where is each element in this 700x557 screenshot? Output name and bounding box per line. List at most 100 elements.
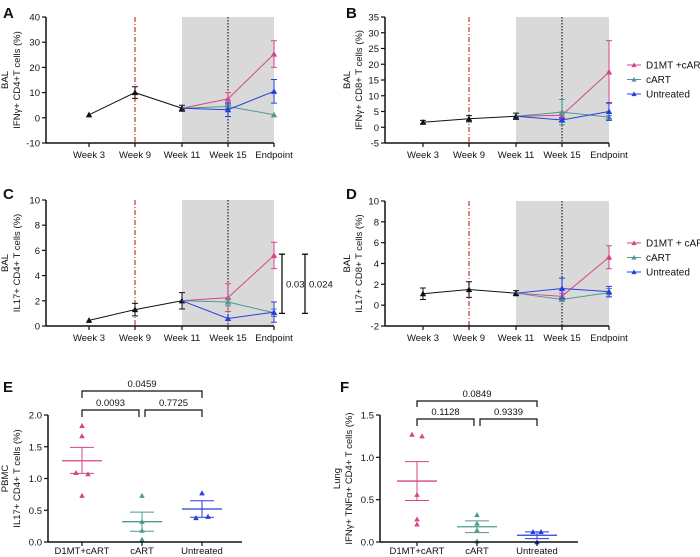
y-axis-label-tissue: BAL <box>0 71 11 89</box>
y-tick-label: 0.0 <box>29 538 42 549</box>
x-tick-label: Endpoint <box>255 150 293 161</box>
legend-label: Untreated <box>646 90 690 101</box>
legend-label: D1MT +cART <box>646 61 700 72</box>
y-axis-label-tissue: BAL <box>0 254 11 272</box>
x-tick-label: Week 9 <box>119 333 151 344</box>
data-point-Untreated <box>224 106 232 113</box>
panel-label: F <box>340 379 349 396</box>
y-tick-label: 0.0 <box>361 538 374 549</box>
x-tick-label: Week 3 <box>407 150 439 161</box>
panel-label: E <box>3 379 13 396</box>
data-point-Untreated <box>205 513 211 519</box>
data-point-cART <box>474 512 480 518</box>
comparison-bracket <box>479 418 538 426</box>
y-axis-label: IL17+ CD4+ T cells (%) <box>12 214 23 312</box>
y-tick-label: 10 <box>368 91 379 102</box>
y-tick-label: 1.0 <box>361 453 374 464</box>
y-tick-label: 1.0 <box>29 474 42 485</box>
significance-bracket <box>302 253 308 315</box>
y-tick-label: 2 <box>35 296 40 307</box>
data-point-D1MT_cART <box>79 492 85 498</box>
data-point-Untreated <box>558 116 566 123</box>
x-tick-label: D1MT+cART <box>390 546 445 557</box>
y-axis-label-tissue: Lung <box>332 468 343 489</box>
panel-f: F Lung IFNγ+ TNFα+ CD4+ T cells (%) D1MT+cA… <box>332 379 578 557</box>
y-tick-label: 40 <box>29 13 40 24</box>
y-tick-label: 1.5 <box>29 442 42 453</box>
data-point-Untreated <box>270 88 278 94</box>
data-point-cART <box>224 298 232 305</box>
data-point-cART <box>139 536 145 542</box>
y-tick-label: 25 <box>368 44 379 55</box>
y-tick-label: 30 <box>29 38 40 49</box>
x-tick-label: Week 9 <box>453 150 485 161</box>
p-value-label: 0.03 <box>286 279 305 290</box>
comparison-bracket <box>81 390 203 398</box>
y-tick-label: 6 <box>35 246 40 257</box>
x-tick-label: Untreated <box>181 546 223 557</box>
y-tick-label: 10 <box>29 88 40 99</box>
data-point-baseline <box>419 119 427 125</box>
legend-marker-D1MT_cART <box>631 240 637 246</box>
data-point-D1MT_cART <box>409 431 415 437</box>
panel-a: A BAL IFNγ+ CD4+T cells (%) Week 3 Week 9 Wee… <box>0 5 293 161</box>
comparison-bracket <box>81 409 140 417</box>
y-axis-label: IFNγ+ CD4+T cells (%) <box>12 31 23 128</box>
comparison-bracket <box>416 418 475 426</box>
p-value-label: 0.0849 <box>462 389 491 400</box>
legend-marker-cART <box>631 254 637 260</box>
x-tick-label: Week 11 <box>164 150 201 161</box>
data-point-baseline <box>131 306 139 313</box>
x-tick-label: Endpoint <box>590 150 628 161</box>
panel-label: C <box>3 186 14 203</box>
panel-label: D <box>346 186 357 203</box>
x-tick-label: Week 15 <box>209 150 246 161</box>
sem-bar <box>465 520 489 534</box>
sem-bar <box>70 446 94 474</box>
legend-marker-Untreated <box>631 91 637 97</box>
panel-d: D BAL IL17+ CD8+ T cells (%) Week 3 Week 9 We… <box>342 186 700 344</box>
shaded-treatment-region <box>516 201 609 326</box>
data-point-D1MT_cART <box>79 422 85 429</box>
y-tick-label: 0.5 <box>29 506 42 517</box>
legend-label: cART <box>646 75 671 86</box>
y-axis-label-tissue: BAL <box>342 255 353 273</box>
y-tick-label: 10 <box>368 197 379 208</box>
y-tick-label: -10 <box>26 139 40 150</box>
data-point-baseline <box>419 290 427 297</box>
panel-e: E PBMC IL17+ CD4+ T cells (%) D1MT+cART cART… <box>0 379 242 557</box>
data-point-cART <box>270 111 278 118</box>
y-axis-label-tissue: PBMC <box>0 465 11 493</box>
y-tick-label: 0 <box>35 113 40 124</box>
y-tick-label: 20 <box>368 60 379 71</box>
p-value-label: 0.7725 <box>159 398 188 409</box>
data-point-cART <box>139 492 145 498</box>
x-tick-label: cART <box>465 546 489 557</box>
data-point-D1MT_cART <box>270 252 278 258</box>
comparison-bracket <box>144 409 203 417</box>
legend-marker-cART <box>631 76 637 82</box>
data-point-D1MT_cART <box>419 433 425 439</box>
data-point-Untreated <box>199 490 205 496</box>
legend-label: D1MT + cART <box>646 239 700 250</box>
y-tick-label: 30 <box>368 28 379 39</box>
data-point-D1MT_cART <box>605 68 613 75</box>
x-tick-label: Week 3 <box>73 150 105 161</box>
data-point-cART <box>558 108 566 115</box>
y-tick-label: 10 <box>29 196 40 207</box>
y-axis-label: IL17+ CD4+ T cells (%) <box>12 429 23 527</box>
y-tick-label: 5 <box>374 107 379 118</box>
y-tick-label: 0.5 <box>361 495 374 506</box>
data-point-D1MT_cART <box>605 254 613 260</box>
legend-marker-Untreated <box>631 269 637 275</box>
x-tick-label: Week 15 <box>543 150 580 161</box>
x-tick-label: D1MT+cART <box>55 546 110 557</box>
sem-bar <box>190 500 214 518</box>
y-tick-label: 0 <box>374 123 379 134</box>
p-value-label: 0.0459 <box>127 379 156 390</box>
x-tick-label: Endpoint <box>255 333 293 344</box>
sem-bar <box>525 531 549 540</box>
x-tick-label: Week 11 <box>498 150 535 161</box>
x-tick-label: Week 9 <box>453 333 485 344</box>
y-tick-label: 35 <box>368 13 379 24</box>
